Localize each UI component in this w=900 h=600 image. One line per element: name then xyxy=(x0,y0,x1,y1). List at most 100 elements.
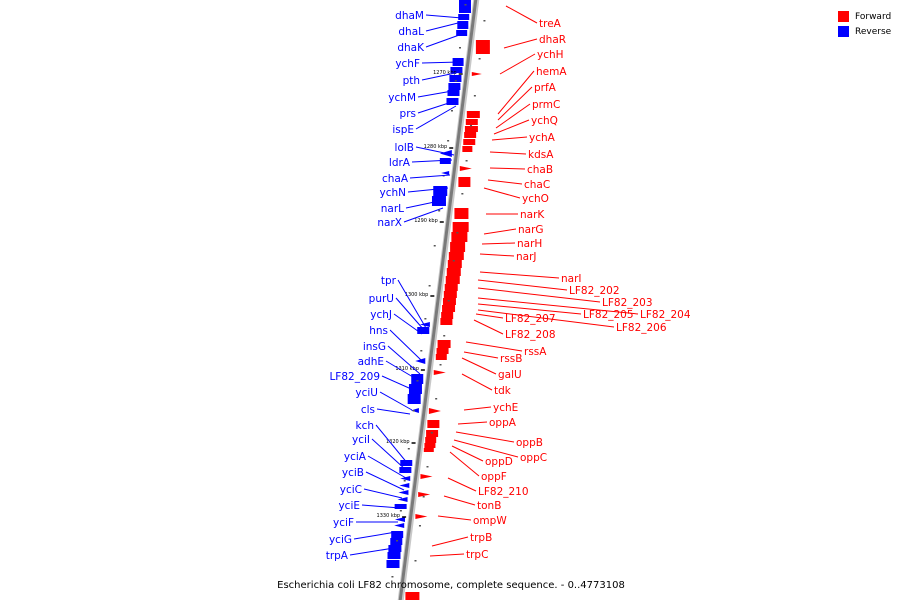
gene-label[interactable]: chaC xyxy=(524,179,550,191)
gene-label[interactable]: ychF xyxy=(395,58,420,70)
gene-label[interactable]: ychQ xyxy=(531,115,558,127)
gene-marker[interactable] xyxy=(457,21,469,29)
gene-marker[interactable] xyxy=(386,560,400,568)
gene-label[interactable]: ychO xyxy=(522,193,549,205)
gene-marker[interactable] xyxy=(391,531,404,538)
gene-marker[interactable] xyxy=(466,111,480,118)
gene-marker[interactable] xyxy=(387,552,401,559)
gene-label[interactable]: ychE xyxy=(493,402,518,414)
gene-label[interactable]: prs xyxy=(400,108,416,120)
gene-marker[interactable] xyxy=(419,322,430,327)
gene-marker[interactable] xyxy=(439,158,451,164)
gene-marker[interactable] xyxy=(394,517,405,522)
gene-marker[interactable] xyxy=(441,171,450,175)
gene-marker[interactable] xyxy=(465,119,478,125)
gene-label[interactable]: hemA xyxy=(536,66,567,78)
gene-label[interactable]: narG xyxy=(518,224,544,236)
gene-label[interactable]: LF82_204 xyxy=(640,309,691,321)
gene-label[interactable]: dhaK xyxy=(397,42,425,54)
gene-label[interactable]: chaB xyxy=(527,164,553,176)
gene-marker[interactable] xyxy=(400,476,411,481)
gene-marker[interactable] xyxy=(418,492,431,497)
gene-label[interactable]: pth xyxy=(403,75,420,87)
gene-label[interactable]: dhaR xyxy=(539,34,566,46)
gene-label[interactable]: ychJ xyxy=(370,309,392,321)
gene-label[interactable]: prmC xyxy=(532,99,560,111)
gene-label[interactable]: treA xyxy=(539,18,562,30)
gene-marker[interactable] xyxy=(437,340,451,348)
gene-marker[interactable] xyxy=(435,354,447,360)
gene-label[interactable]: purU xyxy=(369,293,394,305)
gene-label[interactable]: kdsA xyxy=(528,149,554,161)
gene-label[interactable]: yciF xyxy=(333,517,354,529)
gene-marker[interactable] xyxy=(458,177,471,187)
gene-label[interactable]: ychA xyxy=(529,132,556,144)
gene-marker[interactable] xyxy=(398,490,409,495)
gene-marker[interactable] xyxy=(433,370,446,375)
gene-marker[interactable] xyxy=(399,483,410,488)
gene-marker[interactable] xyxy=(408,384,422,394)
gene-marker[interactable] xyxy=(415,358,426,364)
gene-marker[interactable] xyxy=(456,30,468,36)
gene-marker[interactable] xyxy=(433,186,448,196)
gene-label[interactable]: oppD xyxy=(485,456,513,468)
gene-marker[interactable] xyxy=(436,348,449,354)
gene-marker[interactable] xyxy=(463,139,476,145)
gene-label[interactable]: LF82_209 xyxy=(329,371,380,383)
gene-label[interactable]: narJ xyxy=(516,251,537,263)
gene-marker[interactable] xyxy=(446,268,461,276)
gene-label[interactable]: narL xyxy=(381,203,404,215)
gene-marker[interactable] xyxy=(388,545,402,552)
gene-label[interactable]: LF82_206 xyxy=(616,322,667,334)
gene-marker[interactable] xyxy=(424,443,436,448)
gene-label[interactable]: yciB xyxy=(342,467,364,479)
gene-label[interactable]: prfA xyxy=(534,82,557,94)
gene-label[interactable]: LF82_210 xyxy=(478,486,529,498)
gene-label[interactable]: narX xyxy=(377,217,402,229)
gene-marker[interactable] xyxy=(442,305,456,312)
gene-label[interactable]: yciU xyxy=(355,387,378,399)
gene-marker[interactable] xyxy=(459,0,471,13)
gene-label[interactable]: trpB xyxy=(470,532,492,544)
gene-marker[interactable] xyxy=(452,222,469,232)
gene-label[interactable]: trpA xyxy=(326,550,349,562)
gene-label[interactable]: oppC xyxy=(520,452,547,464)
gene-marker[interactable] xyxy=(407,394,421,404)
gene-marker[interactable] xyxy=(443,291,457,298)
gene-label[interactable]: dhaL xyxy=(398,26,424,38)
gene-marker[interactable] xyxy=(471,72,482,76)
gene-marker[interactable] xyxy=(475,40,490,54)
gene-label[interactable]: yciG xyxy=(329,534,352,546)
gene-label[interactable]: galU xyxy=(498,369,522,381)
gene-marker[interactable] xyxy=(397,497,408,502)
gene-label[interactable]: LF82_208 xyxy=(505,329,556,341)
gene-label[interactable]: yciE xyxy=(338,500,360,512)
gene-label[interactable]: ychN xyxy=(380,187,407,199)
gene-marker[interactable] xyxy=(428,408,441,414)
gene-marker[interactable] xyxy=(448,252,464,260)
gene-marker[interactable] xyxy=(425,437,437,443)
gene-label[interactable]: oppA xyxy=(489,417,517,429)
gene-label[interactable]: ispE xyxy=(392,124,414,136)
gene-label[interactable]: ychM xyxy=(388,92,416,104)
gene-label[interactable]: narK xyxy=(520,209,545,221)
gene-marker[interactable] xyxy=(423,448,434,452)
gene-label[interactable]: trpC xyxy=(466,549,488,561)
gene-label[interactable]: adhE xyxy=(358,356,384,368)
gene-marker[interactable] xyxy=(450,67,463,73)
gene-marker[interactable] xyxy=(449,75,462,82)
gene-marker[interactable] xyxy=(415,514,428,519)
gene-marker[interactable] xyxy=(417,327,430,334)
gene-marker[interactable] xyxy=(458,14,470,20)
gene-label[interactable]: kch xyxy=(355,420,374,432)
gene-label[interactable]: LF82_205 xyxy=(583,309,634,321)
gene-label[interactable]: rssB xyxy=(500,353,522,365)
gene-marker[interactable] xyxy=(462,146,473,152)
gene-label[interactable]: LF82_202 xyxy=(569,285,620,297)
gene-label[interactable]: yciI xyxy=(352,434,370,446)
gene-marker[interactable] xyxy=(444,284,458,291)
gene-label[interactable]: cls xyxy=(361,404,375,416)
gene-label[interactable]: LF82_203 xyxy=(602,297,653,309)
gene-marker[interactable] xyxy=(447,90,460,96)
gene-marker[interactable] xyxy=(420,474,433,479)
